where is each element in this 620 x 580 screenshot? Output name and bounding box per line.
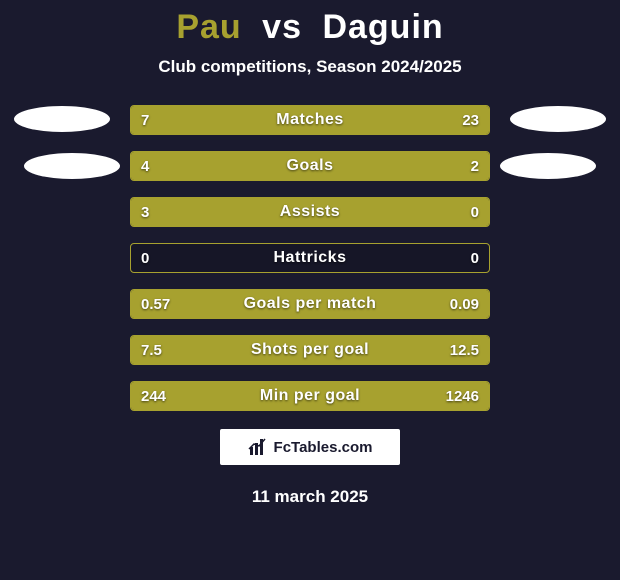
brand-text: FcTables.com: [274, 439, 373, 456]
stats-area: 723Matches 42Goals 30Assists 00Hattricks 0.5…: [0, 105, 620, 411]
comparison-infographic: Pau vs Daguin Club competitions, Season …: [0, 0, 620, 580]
avatar-placeholder-right-2: [500, 153, 596, 179]
stat-row: 42Goals: [130, 151, 490, 181]
page-title: Pau vs Daguin: [0, 8, 620, 47]
stat-label: Goals per match: [131, 290, 489, 318]
title-player2: Daguin: [322, 8, 443, 46]
stat-label: Shots per goal: [131, 336, 489, 364]
stat-label: Goals: [131, 152, 489, 180]
stat-row: 00Hattricks: [130, 243, 490, 273]
stat-label: Assists: [131, 198, 489, 226]
avatar-placeholder-left-1: [14, 106, 110, 132]
stat-row: 0.570.09Goals per match: [130, 289, 490, 319]
stat-row: 2441246Min per goal: [130, 381, 490, 411]
stat-row: 723Matches: [130, 105, 490, 135]
brand-logo-icon: [248, 437, 268, 457]
stat-row: 7.512.5Shots per goal: [130, 335, 490, 365]
avatar-placeholder-right-1: [510, 106, 606, 132]
avatar-placeholder-left-2: [24, 153, 120, 179]
stat-rows: 723Matches 42Goals 30Assists 00Hattricks 0.5…: [130, 105, 490, 411]
brand-badge: FcTables.com: [220, 429, 400, 465]
stat-label: Matches: [131, 106, 489, 134]
stat-label: Hattricks: [131, 244, 489, 272]
subtitle: Club competitions, Season 2024/2025: [0, 57, 620, 77]
date-label: 11 march 2025: [0, 487, 620, 507]
stat-label: Min per goal: [131, 382, 489, 410]
title-player1: Pau: [176, 8, 241, 46]
title-vs: vs: [262, 8, 302, 46]
stat-row: 30Assists: [130, 197, 490, 227]
